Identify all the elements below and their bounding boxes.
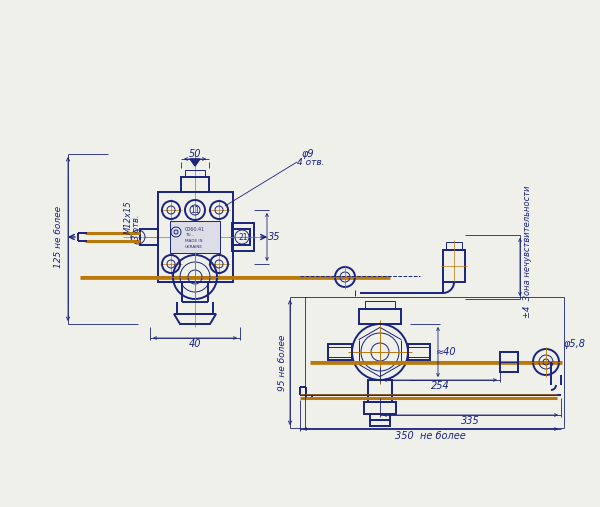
Text: ≈40: ≈40 [436,347,457,357]
Text: 254: 254 [431,381,449,391]
Bar [408,344,430,360]
Bar [140,229,158,245]
Bar [370,414,390,420]
Bar [232,223,254,251]
Bar [443,250,465,282]
Bar [365,301,395,309]
Text: 50: 50 [189,149,201,159]
Text: M12x15: M12x15 [124,200,133,234]
Bar [232,229,250,245]
Text: 335: 335 [461,416,479,426]
Text: 95 не более: 95 не более [278,335,287,391]
Text: 125 не более: 125 не более [53,206,62,268]
Text: UKRAINE: UKRAINE [185,245,203,249]
Bar [158,192,233,282]
Bar [500,352,518,372]
Bar [181,177,209,192]
Bar [368,380,392,402]
Bar [170,221,220,253]
Bar [446,242,462,250]
Bar [185,170,205,177]
Text: ±4  Зона нечувствительности: ±4 Зона нечувствительности [523,186,533,318]
Bar [364,402,396,414]
Bar [370,420,390,426]
Text: 0060.41: 0060.41 [185,227,205,232]
Text: 35: 35 [268,232,280,242]
Text: φ9: φ9 [302,149,314,159]
Polygon shape [190,159,200,166]
Text: 11: 11 [190,205,200,214]
Bar [328,344,352,360]
Bar [359,309,401,324]
Text: 4 отв.: 4 отв. [297,158,325,166]
Text: MADE IN: MADE IN [185,239,203,243]
Text: 350  не более: 350 не более [395,431,466,441]
Text: φ5,8: φ5,8 [564,339,586,349]
Text: 21: 21 [238,233,248,241]
Text: 40: 40 [189,339,201,349]
Text: TU...: TU... [185,233,194,237]
Text: 3 отв.: 3 отв. [131,214,140,240]
